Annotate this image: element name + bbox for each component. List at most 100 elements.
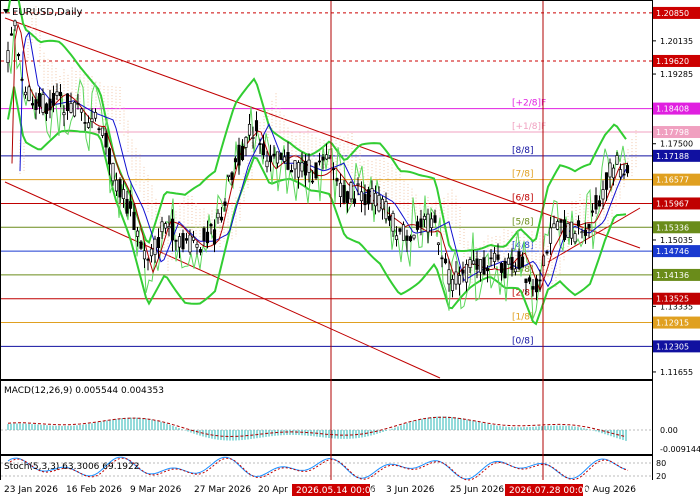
svg-text:2026.05.14 00:00: 2026.05.14 00:00 <box>296 486 377 496</box>
candle-body <box>51 92 56 106</box>
candle-body <box>401 224 406 241</box>
candle-body <box>174 239 178 242</box>
level-price-badge <box>653 245 700 258</box>
candle-body <box>534 278 539 293</box>
candle-body <box>142 250 147 260</box>
candle-body <box>461 269 465 274</box>
date-label: 0 Aug 2026 <box>584 485 636 495</box>
candle-body <box>317 160 322 163</box>
murrey-label: [+1/8]F <box>512 122 546 132</box>
macd-panel[interactable] <box>0 380 653 455</box>
candle-body <box>23 91 28 96</box>
marker-date-badge: 2026.05.14 00:00 <box>292 484 377 496</box>
candle-body <box>79 108 84 113</box>
candle-body <box>86 122 91 128</box>
candle-body <box>20 78 24 81</box>
candle-body <box>321 156 325 161</box>
candle-body <box>608 162 612 178</box>
level-price-label: 1.16577 <box>656 176 689 185</box>
candle-body <box>34 99 38 111</box>
candle-body <box>296 162 301 178</box>
candle-body <box>27 86 31 101</box>
level-price-label: 1.17798 <box>656 128 689 137</box>
price-axis: 1.20850 1.20135 1.19620 1.19285 1.18408 1.177… <box>652 6 700 481</box>
level-price-label: 1.20850 <box>656 9 689 18</box>
candle-body <box>62 112 66 116</box>
murrey-label: [5/8] <box>512 217 534 227</box>
level-price-badge <box>653 6 700 19</box>
date-label: 3 Jun 2026 <box>386 485 435 495</box>
level-price-label: 1.15336 <box>656 223 689 232</box>
level-price-badge <box>653 126 700 139</box>
candle-body <box>366 189 371 205</box>
candle-body <box>258 143 262 145</box>
candle-body <box>118 179 122 198</box>
candle-body <box>496 254 500 260</box>
candle-body <box>156 237 161 248</box>
trendline-upper <box>4 17 641 249</box>
macd-signal-line <box>7 416 627 438</box>
candle-body <box>405 235 409 241</box>
candle-body <box>181 233 185 250</box>
candle-body <box>97 128 101 131</box>
main-chart-panel[interactable] <box>0 0 653 380</box>
bollinger-upper-band <box>7 0 627 252</box>
candle-body <box>622 173 626 176</box>
symbol-title: EURUSD,Daily <box>12 7 83 18</box>
candle-body <box>6 50 10 63</box>
candle-body <box>457 275 462 285</box>
candle-body <box>149 248 154 257</box>
candle-body <box>209 224 213 227</box>
candle-body <box>111 163 115 182</box>
candle-body <box>216 212 220 219</box>
candle-body <box>335 178 339 182</box>
candle-body <box>408 236 413 242</box>
fast-moving-average <box>11 22 628 293</box>
axis-label: 1.11655 <box>660 368 693 377</box>
stoch-k-line <box>7 456 627 480</box>
axis-label: 1.20135 <box>660 37 693 46</box>
murrey-label: [4/8] <box>512 241 534 251</box>
bollinger-lower-band <box>7 86 627 326</box>
candle-body <box>310 180 315 183</box>
candle-body <box>618 169 623 178</box>
candle-body <box>139 241 143 249</box>
date-label: 20 Apr <box>258 485 288 495</box>
candle-body <box>433 215 437 223</box>
candle-body <box>573 233 577 243</box>
axis-label: 1.15035 <box>660 236 693 245</box>
candle-body <box>300 162 304 172</box>
candle-body <box>251 137 255 139</box>
murrey-label: [7/8] <box>512 170 534 180</box>
collapse-arrow-icon[interactable] <box>3 9 9 14</box>
candle-body <box>132 211 136 230</box>
level-price-badge <box>653 102 700 115</box>
slow-moving-average <box>19 31 627 288</box>
candle-body <box>9 33 14 36</box>
candle-body <box>513 268 518 273</box>
date-label: 25 Jun 2026 <box>450 485 504 495</box>
candle-body <box>359 191 364 202</box>
date-label: 9 Mar 2026 <box>130 485 182 495</box>
candle-body <box>104 132 108 148</box>
candle-body <box>352 198 357 204</box>
candle-body <box>13 20 17 27</box>
candle-body <box>223 201 227 206</box>
candle-body <box>415 221 420 230</box>
macd-axis-label: -0.009144 <box>660 445 700 454</box>
candle-body <box>419 218 423 228</box>
candle-body <box>478 259 483 273</box>
candle-body <box>566 222 570 238</box>
candle-body <box>16 53 21 57</box>
candle-body <box>58 91 63 97</box>
level-price-label: 1.18408 <box>656 105 689 114</box>
candle-body <box>314 162 318 179</box>
candle-body <box>380 198 385 210</box>
candle-body <box>205 231 210 244</box>
level-price-badge <box>653 197 700 210</box>
stoch-axis-label: 20 <box>656 472 666 481</box>
candle-body <box>153 238 157 255</box>
candle-body <box>237 144 241 166</box>
date-label: 16 Feb 2026 <box>66 485 122 495</box>
